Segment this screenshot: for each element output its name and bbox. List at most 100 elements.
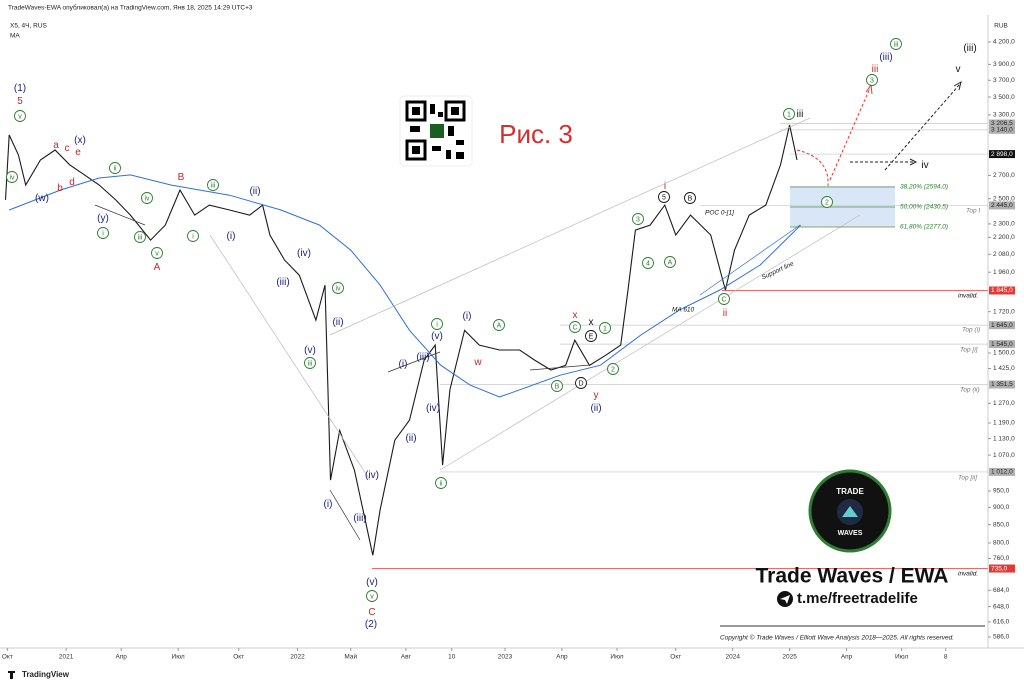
wave-label: a [53,140,59,151]
wave-label: x [589,317,594,328]
wave-circle [599,322,611,334]
wave-circle [304,357,316,369]
wave-label: v [956,64,961,75]
y-tick-label: 1 960,0 [993,269,1015,276]
wave-label: (ii) [332,317,343,328]
annotation: Top (ii) [960,387,980,394]
wave-label: (i) [227,231,236,242]
wave-circle [607,363,619,375]
x-tick-label: 10 [448,654,456,661]
x-tick-label: 2022 [290,654,305,661]
x-tick-label: Июл [895,654,908,661]
x-tick-label: Апр [115,654,127,661]
price-label: 1 645,0 [991,322,1013,329]
x-tick-label: 2025 [782,654,797,661]
annotation: Top I [966,208,980,215]
figure-box [488,112,584,158]
y-tick-label: 3 900,0 [993,61,1015,68]
x-tick-label: Май [344,653,357,661]
y-tick-label: 3 700,0 [993,77,1015,84]
wave-label: iii [138,234,143,241]
ma-line [9,174,802,398]
price-label-box [989,119,1015,128]
annotation: POC 0-[1] [705,210,734,217]
y-tick-label: 586,0 [993,634,1010,641]
price-line [4,124,798,556]
wave-circle [366,590,378,602]
wave-label: (v) [431,331,443,342]
telegram-link[interactable]: t.me/freetradelife [797,590,918,607]
wave-label: B [688,195,693,202]
wave-label: A [668,259,673,266]
x-tick-label: Окт [670,654,681,661]
wave-circle [890,38,902,50]
wave-circle [575,377,587,389]
wave-circle [569,321,581,333]
wave-label: i [192,233,194,240]
price-label: 2 445,0 [991,202,1013,209]
wave-label: (iii) [963,43,976,54]
symbol-label: X5, 4Ч, RUS [10,23,48,30]
x-tick-label: 8 [944,654,948,661]
y-tick-label: 1 425,0 [993,365,1015,372]
price-label-box [989,286,1015,295]
price-label-box [989,564,1015,573]
wave-circle [866,74,878,86]
wave-label: (iii) [879,52,892,63]
wave-label: (iii) [416,352,429,363]
wave-label: iv [921,160,928,171]
wave-label: A [497,322,502,329]
y-tick-label: 1 270,0 [993,400,1015,407]
x-tick-label: Окт [2,654,13,661]
wave-circle [207,179,219,191]
wave-circle [6,171,18,183]
y-tick-label: 1 130,0 [993,435,1015,442]
copyright: Copyright © Trade Waves / Elliott Wave A… [720,634,954,642]
wave-circle [151,247,163,259]
wave-label: i [664,181,666,192]
y-tick-label: 2 700,0 [993,172,1015,179]
annotation: Top (i) [962,327,980,334]
price-label-box [989,467,1015,476]
x-tick-label: Авг [401,654,412,661]
wave-label: (v) [304,345,316,356]
y-tick-label: 3 300,0 [993,112,1015,119]
wave-circle [718,293,730,305]
wave-label: (1) [14,83,26,94]
y-tick-label: 4 200,0 [993,39,1015,46]
wave-label: 3 [870,77,874,84]
wave-label: b [57,183,63,194]
y-tick-label: 800,0 [993,540,1010,547]
y-tick-label: 1 500,0 [993,350,1015,357]
price-label: 735,0 [991,565,1008,572]
price-label: 3 140,0 [991,127,1013,134]
wave-label: (y) [97,213,109,224]
footer-bar [0,666,1024,686]
wave-circle [14,110,26,122]
wave-label: c [65,143,70,154]
y-tick-label: 616,0 [993,619,1010,626]
wave-label: ii [723,308,727,319]
x-tick-label: Июл [610,654,623,661]
fib-zone [790,186,895,227]
wave-label: C [572,324,577,331]
wave-circle [187,230,199,242]
wave-label: E [589,333,594,340]
price-label-box [989,150,1015,159]
wave-circle [632,213,644,225]
x-tick-label: Апр [841,654,853,661]
price-label-box [989,125,1015,134]
x-tick-label: 2023 [498,654,513,661]
wave-label: iv [9,174,15,181]
wave-label: 1 [787,111,791,118]
wave-circle [821,196,833,208]
price-label-box [989,321,1015,330]
wave-circle [551,380,563,392]
wave-circle [435,477,447,489]
price-label: 1 545,0 [991,341,1013,348]
logo-bottom: WAVES [838,530,863,537]
ma-legend: MA [10,33,20,40]
wave-label: x [573,310,578,321]
x-tick-label: Окт [233,654,244,661]
